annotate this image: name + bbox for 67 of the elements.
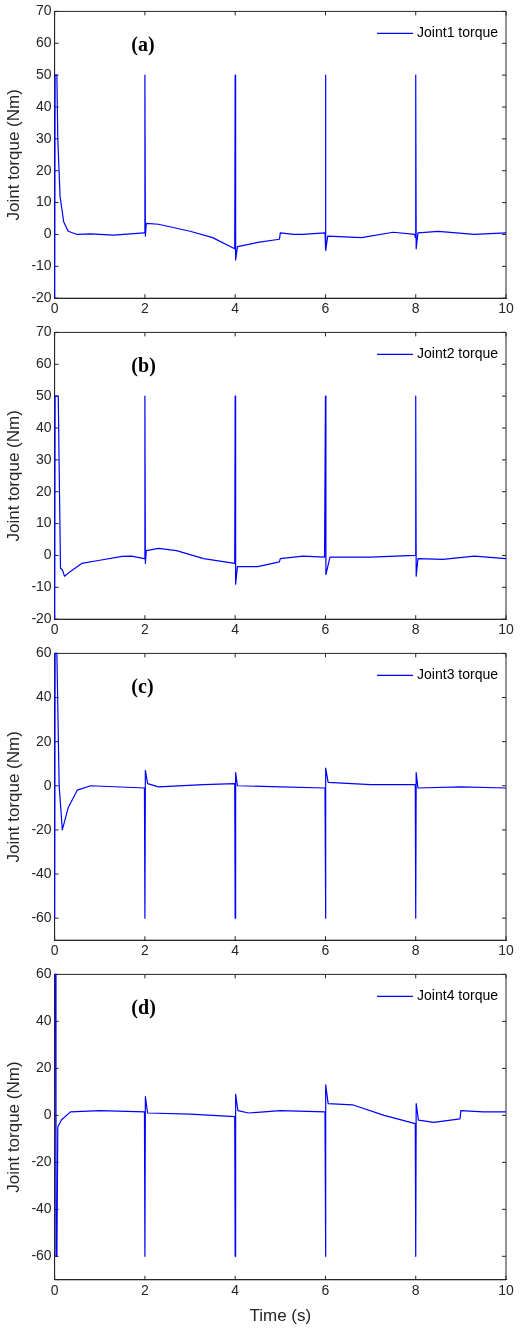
- x-tick-label: 8: [411, 942, 420, 959]
- x-tick-label: 8: [411, 300, 420, 317]
- y-tick-label: -20: [31, 610, 52, 627]
- y-tick-label: -40: [31, 864, 52, 881]
- y-axis-title: Joint torque (Nm): [3, 410, 23, 542]
- y-tick-label: -60: [31, 909, 52, 925]
- y-tick-label: 60: [36, 644, 52, 661]
- x-tick-label: 6: [321, 300, 330, 317]
- y-tick-label: 40: [36, 418, 52, 435]
- x-tick-label: 10: [498, 621, 514, 638]
- x-tick-label: 2: [141, 621, 150, 638]
- y-tick-label: -10: [31, 257, 52, 274]
- x-axis-title: Time (s): [249, 1306, 312, 1326]
- y-tick-label: 20: [36, 161, 52, 178]
- y-tick-label: 40: [36, 688, 52, 705]
- legend-label: Joint2 torque: [417, 345, 499, 362]
- y-tick-label: 70: [36, 323, 52, 340]
- x-tick-label: 8: [411, 1282, 420, 1299]
- y-tick-label: 10: [36, 193, 52, 210]
- y-tick-label: 20: [36, 482, 52, 499]
- y-tick-label: 60: [36, 965, 52, 982]
- x-tick-label: 10: [498, 942, 514, 959]
- legend-label: Joint3 torque: [417, 666, 499, 683]
- x-tick-label: 10: [498, 1282, 514, 1299]
- y-tick-label: 40: [36, 97, 52, 114]
- y-tick-label: 50: [36, 65, 52, 82]
- x-tick-label: 6: [321, 942, 330, 959]
- y-axis-title: Joint torque (Nm): [3, 731, 23, 863]
- y-tick-label: 40: [36, 1012, 52, 1029]
- y-tick-label: 0: [43, 1106, 52, 1123]
- x-tick-label: 2: [141, 942, 150, 959]
- x-tick-label: 4: [231, 300, 240, 317]
- x-tick-label: 2: [141, 300, 150, 317]
- y-tick-label: 30: [36, 450, 52, 467]
- y-tick-label: 0: [43, 225, 52, 242]
- x-tick-label: 10: [498, 300, 514, 317]
- x-tick-label: 4: [231, 1282, 240, 1299]
- x-tick-label: 6: [321, 621, 330, 638]
- legend-label: Joint1 torque: [417, 24, 499, 41]
- y-tick-label: -20: [31, 289, 52, 306]
- legend-label: Joint4 torque: [417, 987, 499, 1004]
- y-tick-label: 30: [36, 129, 52, 146]
- x-tick-label: 6: [321, 1282, 330, 1299]
- y-tick-label: -40: [31, 1200, 52, 1217]
- annotation: (b): [131, 353, 156, 377]
- y-tick-label: 0: [43, 776, 52, 793]
- y-tick-label: 60: [36, 355, 52, 372]
- y-tick-label: -60: [31, 1247, 52, 1264]
- y-tick-label: 70: [36, 2, 52, 19]
- y-tick-label: 0: [43, 546, 52, 563]
- x-tick-label: 4: [231, 621, 240, 638]
- x-tick-label: 2: [141, 1282, 150, 1299]
- y-tick-label: 10: [36, 514, 52, 531]
- y-tick-label: 60: [36, 34, 52, 51]
- y-tick-label: 50: [36, 386, 52, 403]
- y-tick-label: 20: [36, 1059, 52, 1076]
- annotation: (c): [131, 674, 154, 698]
- x-tick-label: 8: [411, 621, 420, 638]
- y-tick-label: -20: [31, 1153, 52, 1170]
- y-tick-label: -20: [31, 820, 52, 837]
- x-tick-label: 4: [231, 942, 240, 959]
- y-axis-title: Joint torque (Nm): [3, 89, 23, 221]
- y-tick-label: 20: [36, 732, 52, 749]
- annotation: (d): [131, 995, 156, 1019]
- y-tick-label: -10: [31, 578, 52, 595]
- annotation: (a): [131, 32, 155, 56]
- y-axis-title: Joint torque (Nm): [3, 1061, 23, 1193]
